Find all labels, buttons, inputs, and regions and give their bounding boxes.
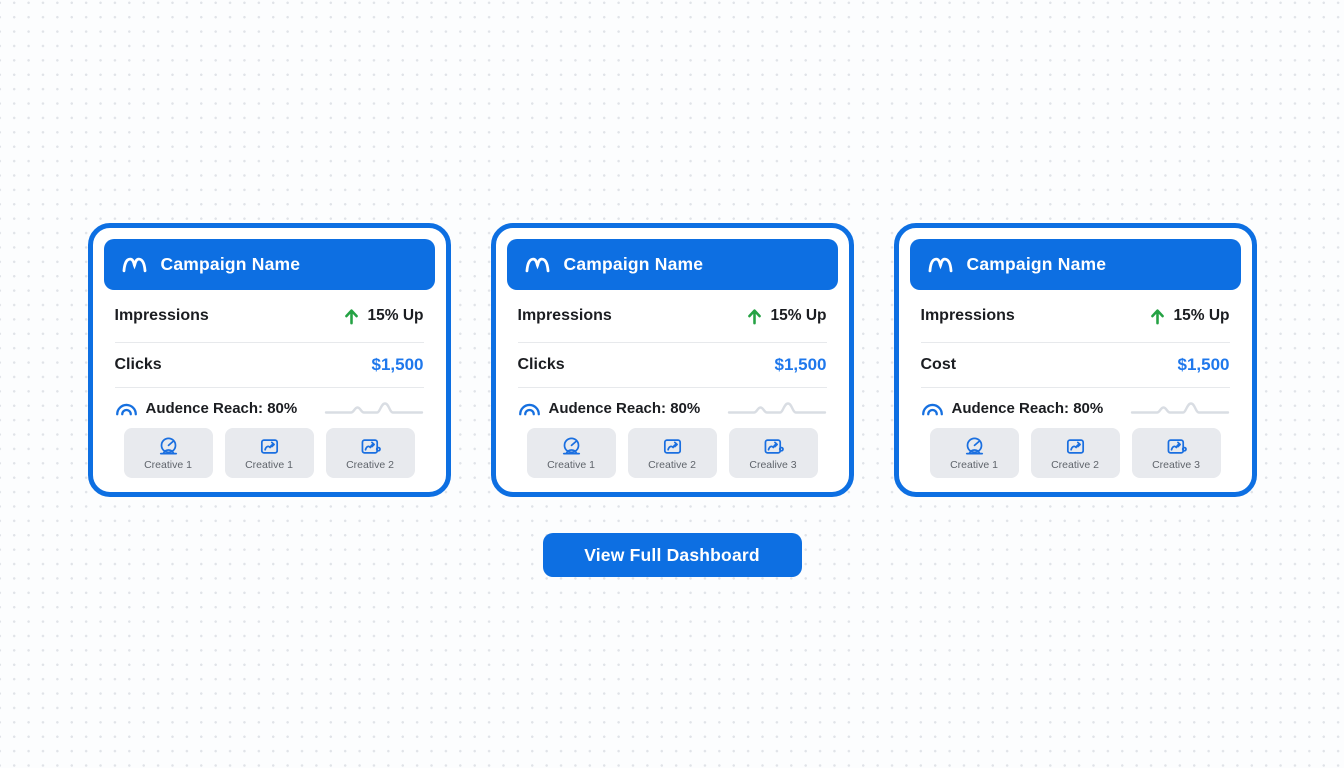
divider: [920, 342, 1230, 343]
metric-label: Clicks: [114, 356, 162, 373]
divider: [114, 387, 424, 388]
campaign-body: Impressions 15% Up Clicks $1,500 Audence…: [507, 290, 838, 478]
creative-label: Creative 1: [547, 459, 595, 471]
creative-label: Creative 1: [950, 459, 998, 471]
double-arc-icon: [518, 401, 541, 416]
campaign-card: Campaign Name Impressions 15% Up Clicks …: [87, 223, 451, 497]
creative-tile[interactable]: Creative 1: [123, 428, 213, 478]
creative-label: Creative 1: [144, 459, 192, 471]
divider: [517, 387, 827, 388]
metric-row: Clicks $1,500: [115, 343, 424, 387]
impressions-trend: 15% Up: [342, 307, 424, 326]
campaign-header: Campaign Name: [909, 239, 1241, 290]
campaign-title: Campaign Name: [563, 254, 704, 274]
campaign-card: Campaign Name Impressions 15% Up Cost $1…: [893, 223, 1257, 497]
creative-label: Creative 2: [648, 459, 696, 471]
arrow-up-icon: [342, 307, 361, 326]
impressions-trend-value: 15% Up: [770, 307, 827, 324]
creatives-row: Creative 1 Creative 2 Crealive 3: [518, 428, 827, 478]
metric-label: Clicks: [517, 356, 565, 373]
campaign-header: Campaign Name: [103, 239, 435, 290]
creative-tile[interactable]: Creative 2: [325, 428, 415, 478]
audience-reach-label: Audence Reach: 80%: [145, 399, 298, 417]
divider: [920, 387, 1230, 388]
creative-tile[interactable]: Creative 1: [526, 428, 616, 478]
metric-row: Cost $1,500: [921, 343, 1230, 387]
creative-tile[interactable]: Creative 2: [627, 428, 717, 478]
audience-reach-label: Audence Reach: 80%: [548, 399, 701, 417]
creative-label: Crealive 3: [749, 459, 797, 471]
arrow-up-icon: [745, 307, 764, 326]
image-swap-icon: [661, 435, 684, 458]
wave-logo-icon: [927, 254, 954, 275]
metric-value: $1,500: [1177, 355, 1230, 374]
divider: [517, 342, 827, 343]
creative-label: Creative 2: [346, 459, 394, 471]
wave-logo-icon: [524, 254, 551, 275]
audience-reach-row: Audence Reach: 80%: [115, 388, 424, 428]
gauge-icon: [560, 435, 583, 458]
campaign-title: Campaign Name: [966, 254, 1107, 274]
creative-tile[interactable]: Creative 2: [1030, 428, 1120, 478]
creative-tile[interactable]: Creative 1: [224, 428, 314, 478]
impressions-trend-value: 15% Up: [1173, 307, 1230, 324]
campaign-header: Campaign Name: [506, 239, 838, 290]
wave-logo-icon: [121, 254, 148, 275]
campaign-body: Impressions 15% Up Clicks $1,500 Audence…: [104, 290, 435, 478]
image-swap-alt-icon: [359, 435, 382, 458]
impressions-label: Impressions: [114, 307, 209, 324]
image-swap-icon: [258, 435, 281, 458]
sparkline-chart: [324, 400, 424, 416]
sparkline-chart: [1130, 400, 1230, 416]
metric-label: Cost: [920, 356, 957, 373]
creative-label: Creative 2: [1051, 459, 1099, 471]
impressions-trend: 15% Up: [745, 307, 827, 326]
campaign-body: Impressions 15% Up Cost $1,500 Audence R…: [910, 290, 1241, 478]
impressions-label: Impressions: [920, 307, 1015, 324]
impressions-row: Impressions 15% Up: [518, 290, 827, 342]
creative-tile[interactable]: Crealive 3: [728, 428, 818, 478]
campaign-cards-row: Campaign Name Impressions 15% Up Clicks …: [87, 223, 1257, 497]
creatives-row: Creative 1 Creative 2 Creative 3: [921, 428, 1230, 478]
gauge-icon: [963, 435, 986, 458]
campaign-title: Campaign Name: [160, 254, 301, 274]
impressions-label: Impressions: [517, 307, 612, 324]
image-swap-icon: [1064, 435, 1087, 458]
impressions-row: Impressions 15% Up: [921, 290, 1230, 342]
metric-value: $1,500: [774, 355, 827, 374]
image-swap-alt-icon: [1165, 435, 1188, 458]
sparkline-chart: [727, 400, 827, 416]
impressions-trend-value: 15% Up: [367, 307, 424, 324]
creative-tile[interactable]: Creative 1: [929, 428, 1019, 478]
image-swap-alt-icon: [762, 435, 785, 458]
footer: View Full Dashboard: [0, 533, 1344, 577]
metric-value: $1,500: [371, 355, 424, 374]
campaign-card: Campaign Name Impressions 15% Up Clicks …: [490, 223, 854, 497]
metric-row: Clicks $1,500: [518, 343, 827, 387]
creative-label: Creative 3: [1152, 459, 1200, 471]
view-full-dashboard-button[interactable]: View Full Dashboard: [542, 533, 802, 577]
gauge-icon: [157, 435, 180, 458]
audience-reach-row: Audence Reach: 80%: [518, 388, 827, 428]
creative-tile[interactable]: Creative 3: [1131, 428, 1221, 478]
double-arc-icon: [921, 401, 944, 416]
audience-reach-row: Audence Reach: 80%: [921, 388, 1230, 428]
creative-label: Creative 1: [245, 459, 293, 471]
impressions-row: Impressions 15% Up: [115, 290, 424, 342]
impressions-trend: 15% Up: [1148, 307, 1230, 326]
double-arc-icon: [115, 401, 138, 416]
divider: [114, 342, 424, 343]
arrow-up-icon: [1148, 307, 1167, 326]
creatives-row: Creative 1 Creative 1 Creative 2: [115, 428, 424, 478]
audience-reach-label: Audence Reach: 80%: [951, 399, 1104, 417]
